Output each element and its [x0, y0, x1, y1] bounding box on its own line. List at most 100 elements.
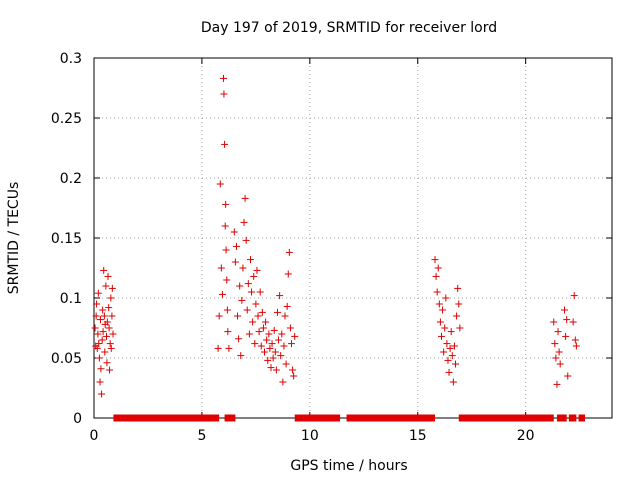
data-point: [95, 354, 103, 362]
data-point: [251, 340, 259, 348]
data-point: [550, 318, 558, 326]
data-point: [109, 330, 117, 338]
zero-value-run: [224, 414, 236, 422]
data-point: [455, 300, 463, 308]
data-point: [101, 348, 109, 356]
data-point: [234, 312, 242, 320]
data-point: [92, 312, 100, 320]
data-point: [98, 390, 106, 398]
data-point: [442, 294, 450, 302]
zero-value-run: [346, 414, 436, 422]
data-point: [243, 306, 251, 314]
data-point: [453, 312, 461, 320]
axis-ticks: 0 0.05 0.1 0.15 0.2 0.25 0.3 0 5 10 15 20: [51, 51, 612, 444]
data-point: [223, 306, 231, 314]
data-point: [104, 272, 112, 280]
data-point: [252, 300, 260, 308]
data-point: [264, 356, 272, 364]
data-point: [107, 344, 115, 352]
data-point: [282, 360, 290, 368]
data-point: [433, 288, 441, 296]
data-point: [216, 180, 224, 188]
x-axis-title: GPS time / hours: [290, 458, 407, 474]
data-point: [106, 366, 114, 374]
data-point: [287, 340, 295, 348]
data-point: [225, 344, 233, 352]
data-point: [103, 318, 111, 326]
data-point: [562, 332, 570, 340]
data-point: [431, 256, 439, 264]
x-tick-label: 20: [517, 428, 535, 444]
data-point: [231, 258, 239, 266]
data-point: [249, 318, 257, 326]
x-tick-label: 0: [90, 428, 99, 444]
data-point: [96, 316, 104, 324]
chart-title: Day 197 of 2019, SRMTID for receiver lor…: [201, 20, 497, 36]
data-point: [241, 194, 249, 202]
data-point: [572, 342, 580, 350]
data-point: [254, 312, 262, 320]
data-point: [262, 318, 270, 326]
data-point: [273, 308, 281, 316]
data-point: [452, 360, 460, 368]
data-point: [289, 366, 297, 374]
data-point: [240, 218, 248, 226]
data-point: [436, 318, 444, 326]
data-point: [554, 328, 562, 336]
data-point: [215, 312, 223, 320]
data-point: [265, 330, 273, 338]
data-point: [220, 90, 228, 98]
x-tick-label: 15: [409, 428, 427, 444]
data-point: [253, 266, 261, 274]
x-tick-label: 5: [197, 428, 206, 444]
data-point: [94, 330, 102, 338]
data-point: [280, 342, 288, 350]
data-point: [242, 236, 250, 244]
data-point: [93, 344, 101, 352]
zero-value-run: [294, 414, 341, 422]
data-point: [217, 264, 225, 272]
data-point: [286, 324, 294, 332]
data-point: [99, 328, 107, 336]
zero-value-run: [556, 414, 567, 422]
data-point: [283, 302, 291, 310]
data-point: [456, 324, 464, 332]
data-point: [276, 292, 284, 300]
data-point: [96, 378, 104, 386]
data-point: [105, 324, 113, 332]
data-point: [259, 324, 267, 332]
data-point: [444, 356, 452, 364]
data-point: [218, 290, 226, 298]
data-point: [267, 364, 275, 372]
data-point: [248, 288, 256, 296]
data-point: [230, 228, 238, 236]
data-point: [561, 306, 569, 314]
data-point: [221, 222, 229, 230]
data-point: [443, 340, 451, 348]
data-point: [236, 282, 244, 290]
y-tick-label: 0.15: [51, 231, 82, 247]
data-point: [214, 344, 222, 352]
data-point: [95, 340, 103, 348]
data-point: [91, 324, 99, 332]
data-point: [237, 352, 245, 360]
data-point: [569, 318, 577, 326]
y-tick-label: 0.1: [60, 291, 82, 307]
data-point: [93, 300, 101, 308]
data-point: [102, 282, 110, 290]
data-point: [454, 284, 462, 292]
data-point: [269, 354, 277, 362]
data-point: [94, 289, 102, 297]
data-point: [106, 340, 114, 348]
data-point: [238, 296, 246, 304]
data-point: [285, 248, 293, 256]
data-point: [439, 306, 447, 314]
data-point: [250, 272, 258, 280]
data-point: [445, 368, 453, 376]
data-point: [290, 372, 298, 380]
data-points: [91, 74, 586, 422]
data-point: [239, 264, 247, 272]
data-point: [441, 324, 449, 332]
data-point: [263, 336, 271, 344]
